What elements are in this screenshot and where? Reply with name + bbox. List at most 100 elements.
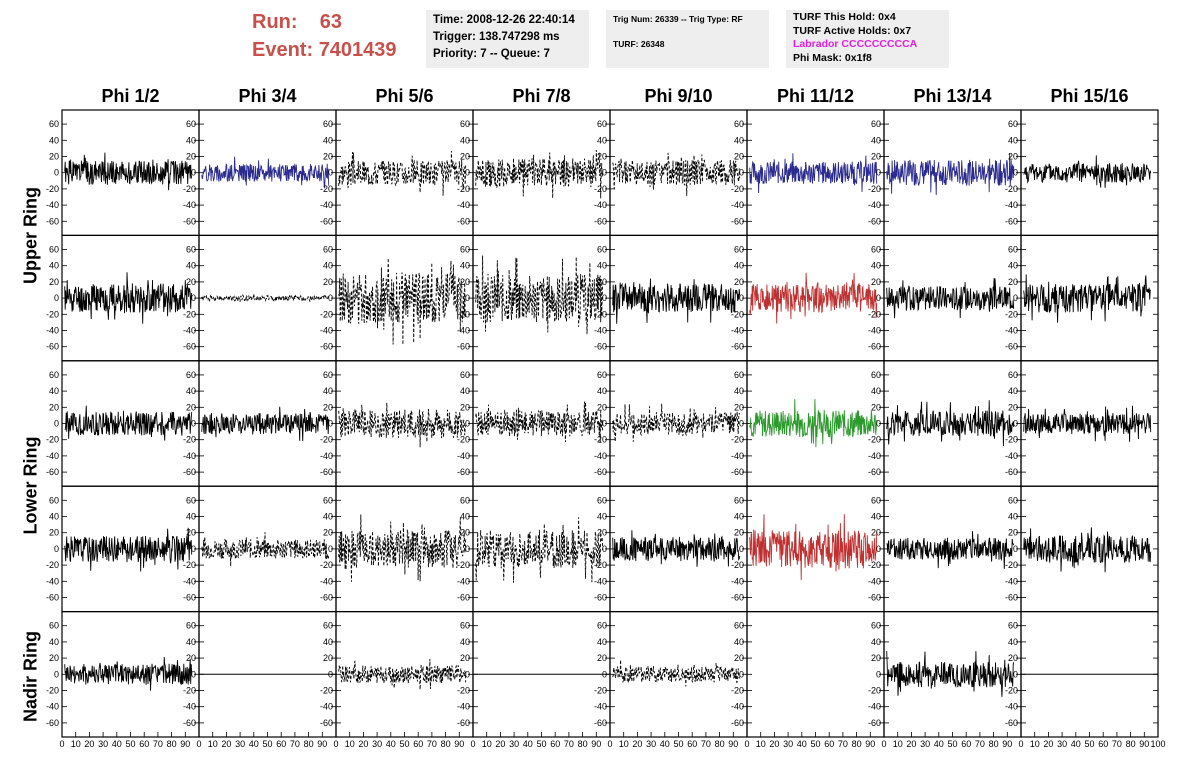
panel-r4-c1: -60 -40 -20 0 20 40 60 [46,485,200,613]
y-tick-label: 60 [734,370,744,380]
y-tick-label: -40 [868,702,881,712]
run-value: 63 [319,11,343,33]
event-row: Event: 7401439 [252,36,397,64]
x-tick-label: 80 [304,739,314,749]
y-tick-label: 60 [323,621,333,631]
phi-label-4: Phi 7/8 [512,86,571,106]
x-tick-label: 20 [1043,739,1053,749]
waveform [338,150,467,196]
x-tick-label: 40 [386,739,396,749]
y-tick-label: 40 [460,261,470,271]
y-tick-label: -20 [46,686,59,696]
y-tick-label: -60 [46,593,59,603]
y-tick-label: 0 [191,544,196,554]
y-tick-label: 0 [602,669,607,679]
y-tick-label: 60 [1008,370,1018,380]
y-tick-label: -40 [594,702,607,712]
y-tick-label: -20 [183,309,196,319]
y-tick-label: -20 [868,184,881,194]
panel-r3-c2: -60 -40 -20 0 20 40 60 [183,360,337,487]
y-tick-label: -60 [731,467,744,477]
y-tick-label: 0 [1013,293,1018,303]
panel-r1-c1: -60 -40 -20 0 20 40 60 [46,109,200,237]
phi-label-1: Phi 1/2 [101,86,160,106]
y-tick-label: -60 [868,593,881,603]
x-tick-label: 40 [112,739,122,749]
priority-text: Priority: 7 -- Queue: 7 [433,48,550,60]
y-tick-label: 40 [871,637,881,647]
y-tick-label: 60 [460,245,470,255]
y-tick-label: 20 [871,152,881,162]
y-tick-label: 0 [54,669,59,679]
y-tick-label: -40 [320,451,333,461]
y-tick-label: 60 [186,495,196,505]
panel-r2-c7: -60 -40 -20 0 20 40 60 [868,234,1022,362]
time-text: Time: 2008-12-26 22:40:14 [433,14,575,26]
x-tick-label: 60 [687,739,697,749]
run-label: Run: [252,11,298,33]
y-tick-label: -40 [457,576,470,586]
y-tick-label: 40 [186,261,196,271]
y-tick-label: 0 [54,293,59,303]
panel-r2-c4: -60 -40 -20 0 20 40 60 [457,234,611,362]
x-tick-label: 100 [1150,739,1165,749]
x-tick-label: 90 [180,739,190,749]
phi-label-7: Phi 13/14 [913,86,992,106]
y-tick-label: -60 [594,216,607,226]
panel-r3-c1: -60 -40 -20 0 20 40 60 [46,360,200,487]
y-tick-label: -20 [594,309,607,319]
waveform [64,272,193,324]
y-tick-label: 20 [186,402,196,412]
waveform [475,255,604,335]
x-tick-label: 30 [1057,739,1067,749]
y-tick-label: -60 [457,718,470,728]
y-tick-label: -40 [868,451,881,461]
y-tick-label: 20 [49,528,59,538]
y-tick-label: -60 [320,467,333,477]
y-tick-label: 60 [597,495,607,505]
y-tick-label: -40 [46,451,59,461]
panel-r5-c8: -60 -40 -20 0 20 40 60 [1005,610,1159,738]
panel-r5-c2: -60 -40 -20 0 20 40 60 [183,610,337,738]
panel-r4-c3: -60 -40 -20 0 20 40 60 [320,485,474,613]
event-value: 7401439 [318,39,397,61]
x-tick-label: 50 [1084,739,1094,749]
waveform [64,405,193,441]
trigger-text: Trigger: 138.747298 ms [433,31,560,43]
x-tick-label: 30 [509,739,519,749]
waveform [886,400,1015,447]
y-tick-label: 40 [323,386,333,396]
panel-frame [335,610,474,738]
y-tick-label: 20 [460,277,470,287]
y-tick-label: 40 [49,261,59,271]
y-tick-label: -60 [1005,216,1018,226]
x-tick-label: 90 [454,739,464,749]
y-tick-label: 40 [1008,637,1018,647]
y-tick-label: 60 [734,621,744,631]
panel-r2-c2: -60 -40 -20 0 20 40 60 [183,234,337,362]
y-tick-label: -40 [46,576,59,586]
y-tick-label: 0 [54,168,59,178]
y-tick-label: 20 [1008,277,1018,287]
y-tick-label: 20 [734,528,744,538]
panel-r2-c8: -60 -40 -20 0 20 40 60 [1005,234,1159,362]
y-tick-label: 20 [597,152,607,162]
y-tick-label: -40 [731,451,744,461]
y-tick-label: -40 [183,326,196,336]
y-tick-label: 20 [323,653,333,663]
y-tick-label: 60 [871,621,881,631]
y-tick-label: -60 [320,216,333,226]
x-tick-label: 70 [838,739,848,749]
y-tick-label: 40 [871,261,881,271]
y-tick-label: 0 [328,419,333,429]
y-tick-label: -40 [183,576,196,586]
y-tick-label: 0 [602,168,607,178]
y-tick-label: 0 [876,419,881,429]
x-tick-label: 40 [249,739,259,749]
y-tick-label: 40 [460,512,470,522]
y-tick-label: -40 [46,200,59,210]
y-tick-label: 20 [597,528,607,538]
trigger-info-box: Trig Num: 26339 -- Trig Type: RF TURF: 2… [606,10,769,68]
y-tick-label: -20 [731,309,744,319]
